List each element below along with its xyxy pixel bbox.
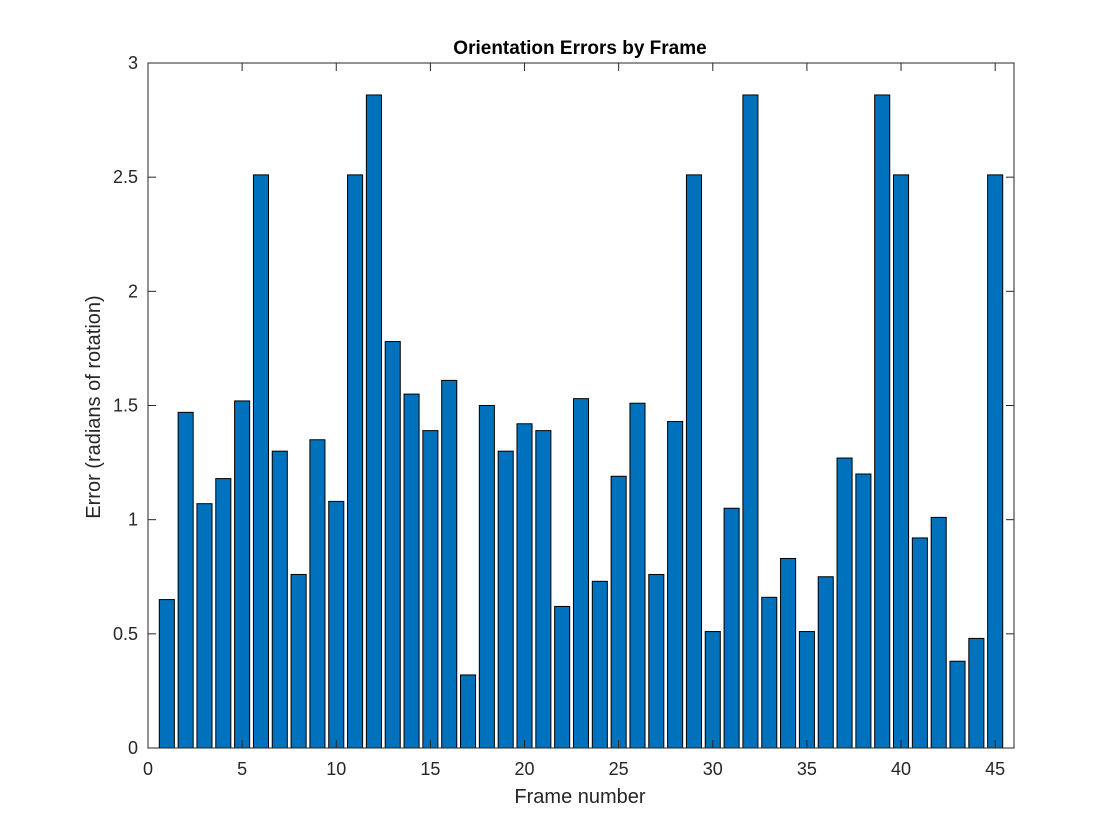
bar-frame-40 [893, 174, 910, 749]
x-tick-label: 45 [985, 759, 1005, 779]
bar-frame-36 [817, 576, 834, 749]
bar-frame-24 [591, 580, 608, 749]
bar-frame-41 [911, 537, 928, 749]
y-tick-label: 0 [128, 738, 138, 758]
bar-frame-3 [196, 503, 213, 749]
bar-frame-6 [252, 174, 269, 749]
y-axis-label: Error (radians of rotation) [83, 295, 105, 518]
bar-frame-25 [610, 475, 627, 749]
y-tick-label: 1.5 [113, 396, 138, 416]
x-tick-label: 10 [326, 759, 346, 779]
bar-frame-12 [365, 94, 382, 749]
bar-frame-28 [667, 420, 684, 749]
bar-frame-42 [930, 516, 947, 749]
bar-frame-19 [497, 450, 514, 749]
x-tick-label: 20 [515, 759, 535, 779]
bar-frame-7 [271, 450, 288, 749]
bar-frame-32 [742, 94, 759, 749]
bar-frame-31 [723, 507, 740, 749]
x-tick-label: 40 [891, 759, 911, 779]
bar-frame-27 [648, 573, 665, 749]
bar-frame-34 [780, 557, 797, 749]
y-tick-label: 2.5 [113, 167, 138, 187]
x-tick-label: 0 [143, 759, 153, 779]
bar-frame-18 [478, 405, 495, 749]
bar-frame-5 [234, 400, 251, 749]
x-tick-label: 15 [420, 759, 440, 779]
bar-frame-8 [290, 573, 307, 749]
y-tick-label: 0.5 [113, 624, 138, 644]
bar-frame-43 [949, 660, 966, 749]
bar-frame-10 [328, 500, 345, 749]
bar-frame-20 [516, 423, 533, 749]
x-axis-label: Frame number [514, 786, 645, 808]
bar-frame-38 [855, 473, 872, 749]
bar-frame-35 [798, 631, 815, 749]
bar-frame-44 [968, 637, 985, 749]
y-tick-label: 3 [128, 53, 138, 73]
bar-frame-9 [309, 439, 326, 749]
x-tick-label: 30 [703, 759, 723, 779]
x-tick-label: 5 [237, 759, 247, 779]
bar-frame-2 [177, 411, 194, 749]
bar-frame-4 [215, 478, 232, 749]
bar-frame-26 [629, 402, 646, 749]
bar-frame-15 [422, 430, 439, 749]
y-tick-label: 1 [128, 510, 138, 530]
x-tick-label: 25 [609, 759, 629, 779]
bar-frame-14 [403, 393, 420, 749]
bar-frame-11 [347, 174, 364, 749]
bar-frame-13 [384, 341, 401, 749]
bar-frame-39 [874, 94, 891, 749]
bar-frame-17 [460, 674, 477, 749]
x-tick-label: 35 [797, 759, 817, 779]
bar-frame-21 [535, 430, 552, 749]
y-tick-label: 2 [128, 281, 138, 301]
bar-frame-1 [158, 599, 175, 749]
chart-title: Orientation Errors by Frame [453, 38, 706, 59]
y-ticks-group: 0 0.5 1 1.5 2 2.5 3 [113, 53, 1014, 758]
bar-frame-29 [685, 174, 702, 749]
bar-frame-23 [572, 398, 590, 749]
bar-frame-33 [761, 596, 778, 749]
bar-frame-16 [441, 379, 458, 749]
bar-frame-30 [704, 631, 721, 749]
bar-frame-37 [836, 457, 853, 749]
bar-frame-45 [987, 174, 1004, 749]
x-ticks-group: 0 5 10 15 20 25 30 35 40 45 [143, 63, 1005, 779]
bar-frame-22 [554, 605, 571, 749]
